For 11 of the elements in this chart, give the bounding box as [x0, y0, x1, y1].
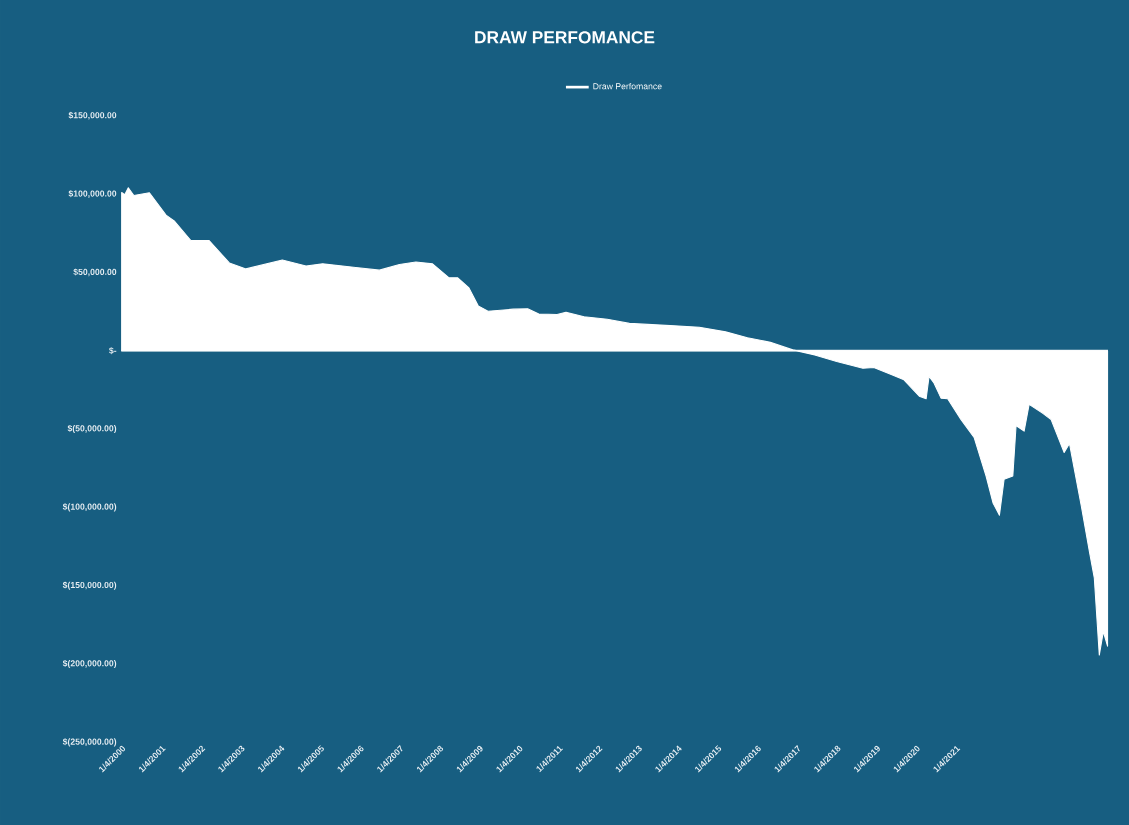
y-tick-label: $50,000.00 [73, 268, 117, 277]
y-tick-label: $(150,000.00) [62, 581, 117, 590]
y-tick-label: $(250,000.00) [62, 738, 117, 747]
legend-label: Draw Perfomance [593, 82, 662, 90]
y-tick-label: $(100,000.00) [62, 503, 117, 512]
y-tick-label: $(50,000.00) [67, 424, 117, 434]
chart-title: DRAW PERFOMANCE [475, 31, 655, 44]
y-tick-label: $- [109, 347, 117, 355]
y-tick-label: $(200,000.00) [62, 659, 117, 669]
y-tick-label: $100,000.00 [68, 190, 117, 198]
y-tick-label: $150,000.00 [68, 111, 117, 120]
